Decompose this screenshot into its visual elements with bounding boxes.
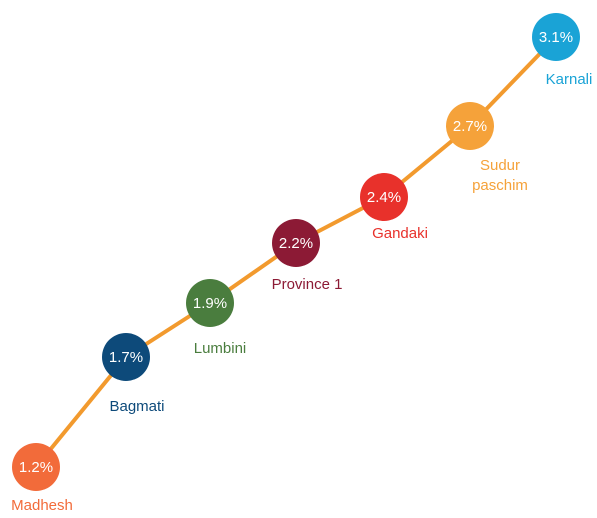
data-point-gandaki: 2.4% (360, 173, 408, 221)
region-label-line-lumbini-1: Lumbini (194, 340, 247, 357)
data-point-lumbini: 1.9% (186, 279, 234, 327)
data-point-karnali: 3.1% (532, 13, 580, 61)
value-label-karnali: 3.1% (539, 29, 573, 46)
data-point-province-1: 2.2% (272, 219, 320, 267)
point-marker-lumbini (186, 279, 234, 327)
region-label-line-sudur-paschim-1: Sudur (480, 157, 520, 174)
region-label-line-madhesh-1: Madhesh (11, 497, 73, 514)
point-marker-bagmati (102, 333, 150, 381)
region-label-line-bagmati-1: Bagmati (109, 398, 164, 415)
region-label-gandaki: Gandaki (372, 225, 428, 242)
region-label-karnali: Karnali (546, 71, 593, 88)
data-point-bagmati: 1.7% (102, 333, 150, 381)
region-labels-group: Madhesh Bagmati Lumbini Province 1 Gandaki Su… (11, 71, 592, 514)
value-label-sudur-paschim: 2.7% (453, 118, 487, 135)
value-label-madhesh: 1.2% (19, 459, 53, 476)
point-marker-karnali (532, 13, 580, 61)
region-label-lumbini: Lumbini (194, 340, 247, 357)
region-label-line-gandaki-1: Gandaki (372, 225, 428, 242)
point-marker-sudur-paschim (446, 102, 494, 150)
region-label-sudur-paschim: Sudur paschim (472, 157, 528, 194)
point-marker-province-1 (272, 219, 320, 267)
data-point-madhesh: 1.2% (12, 443, 60, 491)
point-marker-gandaki (360, 173, 408, 221)
region-label-bagmati: Bagmati (109, 398, 164, 415)
data-point-sudur-paschim: 2.7% (446, 102, 494, 150)
region-label-line-province-1-1: Province 1 (272, 276, 343, 293)
region-label-line-sudur-paschim-2: paschim (472, 177, 528, 194)
data-points-group: 1.2% 1.7% 1.9% 2.2% 2.4% 2.7% 3.1% (12, 13, 580, 491)
value-label-gandaki: 2.4% (367, 189, 401, 206)
value-label-bagmati: 1.7% (109, 349, 143, 366)
value-label-province-1: 2.2% (279, 235, 313, 252)
region-label-province-1: Province 1 (272, 276, 343, 293)
point-marker-madhesh (12, 443, 60, 491)
region-label-madhesh: Madhesh (11, 497, 73, 514)
region-label-line-karnali-1: Karnali (546, 71, 593, 88)
value-label-lumbini: 1.9% (193, 295, 227, 312)
